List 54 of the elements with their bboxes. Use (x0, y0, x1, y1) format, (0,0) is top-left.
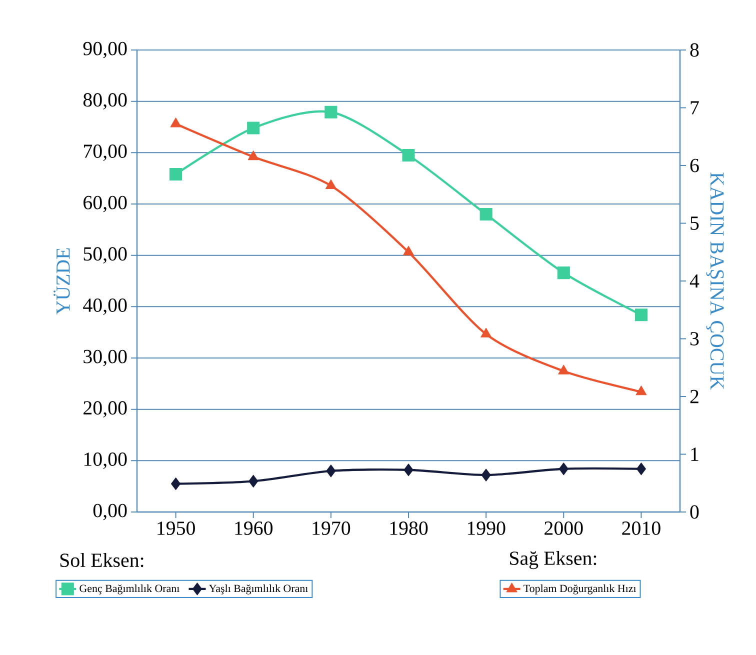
point (636, 462, 646, 476)
point (170, 168, 182, 181)
point (247, 122, 260, 134)
point (248, 150, 259, 160)
x-tick-label: 2010 (622, 522, 660, 535)
y-tick-label: 30,00 (84, 350, 127, 366)
y-tick-label: 80,00 (83, 93, 127, 110)
y-axis-title: YÜZDE (54, 248, 70, 315)
text: Sağ Eksen: (510, 550, 596, 570)
point (558, 462, 568, 476)
y-tick-label: 50,00 (84, 247, 127, 264)
y2-tick-label: 6 (690, 158, 699, 172)
point (404, 464, 414, 476)
point (324, 106, 338, 118)
point (171, 477, 181, 490)
y2-tick-label: 2 (690, 390, 698, 404)
point (480, 328, 492, 338)
point (402, 148, 415, 162)
y2-tick-label: 5 (690, 216, 699, 230)
point (248, 474, 258, 488)
y2-tick-label: 8 (690, 43, 699, 57)
y2-axis-title: KADIN BAŞINA ÇOCUK (706, 172, 724, 390)
y-tick-label: 40,00 (83, 298, 127, 315)
point (634, 308, 648, 322)
x-tick-label: 1990 (468, 522, 506, 535)
point (170, 118, 182, 128)
legend-label: Toplam Doğurganlık Hızı (524, 584, 636, 594)
x-tick-label: 1970 (312, 522, 350, 535)
point (557, 266, 570, 280)
point (480, 208, 492, 221)
point (558, 364, 570, 374)
y2-tick-label: 1 (691, 448, 698, 461)
x-tick-label: 1950 (158, 522, 195, 535)
legend-label: Genç Bağımlılık Oranı (80, 584, 180, 594)
legend-label: Yaşlı Bağımlılık Oranı (208, 584, 308, 594)
x-tick-label: 2000 (544, 522, 583, 535)
y-tick-label: 0,00 (93, 504, 127, 520)
point (403, 246, 414, 256)
y-tick-label: 70,00 (84, 144, 127, 161)
y2-tick-label: 0 (690, 505, 699, 519)
point (636, 386, 647, 396)
text: Sol Eksen: (60, 552, 144, 568)
point (326, 464, 336, 478)
point (481, 468, 491, 482)
y2-tick-label: 4 (690, 274, 700, 288)
y-tick-label: 90,00 (83, 42, 127, 58)
point (325, 179, 336, 190)
x-tick-label: 1980 (390, 522, 428, 535)
y-tick-label: 10,00 (84, 452, 127, 469)
x-tick-label: 1960 (235, 522, 273, 535)
y-tick-label: 20,00 (84, 401, 127, 418)
y-tick-label: 60,00 (84, 196, 127, 212)
y2-tick-label: 7 (690, 101, 699, 114)
y2-tick-label: 3 (690, 332, 699, 346)
